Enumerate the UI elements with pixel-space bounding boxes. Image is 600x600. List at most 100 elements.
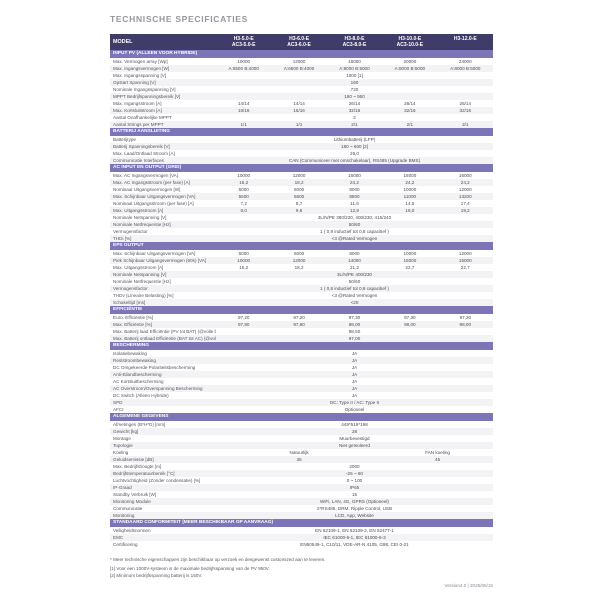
spec-label: AFCI <box>110 406 216 413</box>
spec-row: Koeling Natuurlijk FAN koeling <box>110 449 493 456</box>
spec-row: AC Kortsluitbescherming JA <box>110 378 493 385</box>
spec-value-merged: DC: Type II / AC: Type II <box>216 399 493 406</box>
spec-row: Veiligheidsnormen EN 62109-1, EN 62109-2,… <box>110 527 493 534</box>
spec-value: 8,0 <box>216 207 272 214</box>
spec-label: Nominale Ingangsspanning [V] <box>110 86 216 93</box>
spec-row: Isolatiebewaking JA <box>110 350 493 357</box>
spec-value: A:8000 B:5000 <box>326 65 383 72</box>
spec-table-body: MODEL H3-5.0-E AC3-5.0-E H3-6.0-E AC3-6.0-E H… <box>110 34 493 548</box>
spec-value-merged: IEC 61000-6-1, IEC 61000-6-3 <box>216 534 493 541</box>
spec-value: 8000 <box>326 186 383 193</box>
spec-row: Max. Bedrijfshoogte [m] 2000 <box>110 463 493 470</box>
spec-value: 1/1 <box>216 121 272 128</box>
spec-label: Max. AC Ingangsstroom (per fase) [A] <box>110 179 216 186</box>
spec-label: Max. Uitgangsstroom [A] <box>110 264 216 271</box>
spec-value: A:8000 B:5000 <box>382 65 438 72</box>
spec-label: Opstart Spanning [V] <box>110 79 216 86</box>
spec-row: THDv (Lineaire Belasting) [%] <3 @Rated V… <box>110 292 493 299</box>
spec-label: Certificering <box>110 541 216 548</box>
spec-value: 2/1 <box>437 121 493 128</box>
spec-value: 8800 <box>326 193 383 200</box>
spec-value: 14000 <box>326 257 383 264</box>
footnote-1: [1] Voor een 1000V-systeem is de maximal… <box>110 566 270 571</box>
spec-row: Gewicht [kg] 28 <box>110 428 493 435</box>
spec-row: Piek Schijnbaar Uitgangsvermogen (60s) [… <box>110 257 493 264</box>
section-header-label: AC INPUT EN OUTPUT (GRID) <box>110 164 493 172</box>
spec-value: 97,80 <box>271 321 327 328</box>
spec-row: Bedrijfstemperatuurbereik [°C] -25 ~ 60 <box>110 470 493 477</box>
spec-value-merged: 1 ( 0,8 inductief tot 0,8 capacitief ) <box>216 228 493 235</box>
spec-value-merged: 2*RS485, DRM, Ripple Control, USB <box>216 505 493 512</box>
spec-value: 14,5 <box>382 200 438 207</box>
spec-row: EMC IEC 61000-6-1, IEC 61000-6-3 <box>110 534 493 541</box>
spec-value: 14/14 <box>271 100 327 107</box>
spec-label: Koeling <box>110 449 216 456</box>
spec-value-merged: IP65 <box>216 484 493 491</box>
spec-row: Nominale Netfrequentie [Hz] 50/60 <box>110 278 493 285</box>
spec-row: Opstart Spanning [V] 160 <box>110 79 493 86</box>
spec-value-merged: 15 <box>216 491 493 498</box>
spec-value: 15000 <box>437 257 493 264</box>
spec-label: Nominale Netfrequentie [Hz] <box>110 278 216 285</box>
spec-row: Max. Batterij laad Efficiëntie (PV tot B… <box>110 328 493 335</box>
spec-row: Aantal Strings per MPPT 1/1 1/1 2/1 2/1 2/1 <box>110 121 493 128</box>
spec-label: IP-Graad <box>110 484 216 491</box>
spec-value: 16000 <box>326 172 383 179</box>
model-column-header-0: H3-5.0-E AC3-5.0-E <box>216 34 272 50</box>
spec-value-merged: 720 <box>216 86 493 93</box>
model-header-label: MODEL <box>110 34 216 50</box>
spec-label: Afmetingen (B*H*D) [mm] <box>110 421 216 428</box>
spec-label: Batterijtype <box>110 136 216 143</box>
spec-row: Communicatie 2*RS485, DRM, Ripple Control… <box>110 505 493 512</box>
section-header-row: BESCHERMING <box>110 342 493 350</box>
spec-value-merged: Lithiumbatterij (LFP) <box>216 136 493 143</box>
spec-value: 16000 <box>437 172 493 179</box>
model-variant-name <box>438 42 493 48</box>
spec-value-merged: <3 @Rated Vermogen <box>216 235 493 242</box>
spec-value-merged: EN50549-1, C10/11, VDE-AR-N 4105, G98, C… <box>216 541 493 548</box>
spec-row: Certificering EN50549-1, C10/11, VDE-AR-N… <box>110 541 493 548</box>
spec-value: 12000 <box>437 186 493 193</box>
model-column-header-4: H3-12.0-E <box>437 34 493 50</box>
section-header-row: STANDAARD CONFORMITEIT (MEER BESCHIKBAAR… <box>110 519 493 527</box>
spec-value: 12000 <box>271 172 327 179</box>
spec-value: 5000 <box>216 250 272 257</box>
spec-row: Monitoring Module WiFi, LAN, 4G, GPRS (Op… <box>110 498 493 505</box>
model-name: H3-8.0-E <box>344 36 365 42</box>
spec-row: Batterijtype Lithiumbatterij (LFP) <box>110 136 493 143</box>
spec-label: SPD <box>110 399 216 406</box>
spec-value: 19,2 <box>437 207 493 214</box>
spec-value-merged: 50/60 <box>216 278 493 285</box>
spec-value-merged: CAN (Communiceer met omschakelaar), RS48… <box>216 157 493 164</box>
spec-value-merged: Optioneel <box>216 406 493 413</box>
spec-value: 2/1 <box>382 121 438 128</box>
section-header-row: EFFICIËNTIE <box>110 306 493 314</box>
spec-value: 16000 <box>326 58 383 65</box>
spec-value-merged: 3L/N/PE 400/230 <box>216 271 493 278</box>
spec-value: 22,7 <box>382 264 438 271</box>
model-column-header-1: H3-6.0-E AC3-6.0-E <box>271 34 327 50</box>
spec-label: AC Overstroom/Overspanning Bescherming <box>110 385 216 392</box>
spec-label: Aantal Onafhankelijke MPPT <box>110 114 216 121</box>
model-variant-name: AC3-5.0-E <box>231 42 256 48</box>
spec-row: MPPT Bedrijfspanningsbereik [V] 160 ~ 950 <box>110 93 493 100</box>
spec-value: 97,20 <box>216 314 272 321</box>
spec-value-merged: LCD, App, Website <box>216 512 493 519</box>
spec-value: 20000 <box>382 58 438 65</box>
spec-value: 14/14 <box>216 100 272 107</box>
spec-value: 8000 <box>326 250 383 257</box>
spec-label: Monitoring <box>110 512 216 519</box>
spec-label: Topologie <box>110 442 216 449</box>
spec-value-merged: JA <box>216 371 493 378</box>
model-name: H3-12.0-E <box>453 36 477 42</box>
spec-label: Nominale Netspanning [V] <box>110 271 216 278</box>
spec-label: Gewicht [kg] <box>110 428 216 435</box>
spec-row: Nominale Netspanning [V] 3L/N/PE 380/220,… <box>110 214 493 221</box>
spec-value-merged: 449*519*198 <box>216 421 493 428</box>
spec-value: 97,30 <box>326 314 383 321</box>
spec-value-merged: JA <box>216 378 493 385</box>
spec-value: 16,0 <box>382 207 438 214</box>
spec-value: 5500 <box>216 193 272 200</box>
spec-value: 97,20 <box>271 314 327 321</box>
